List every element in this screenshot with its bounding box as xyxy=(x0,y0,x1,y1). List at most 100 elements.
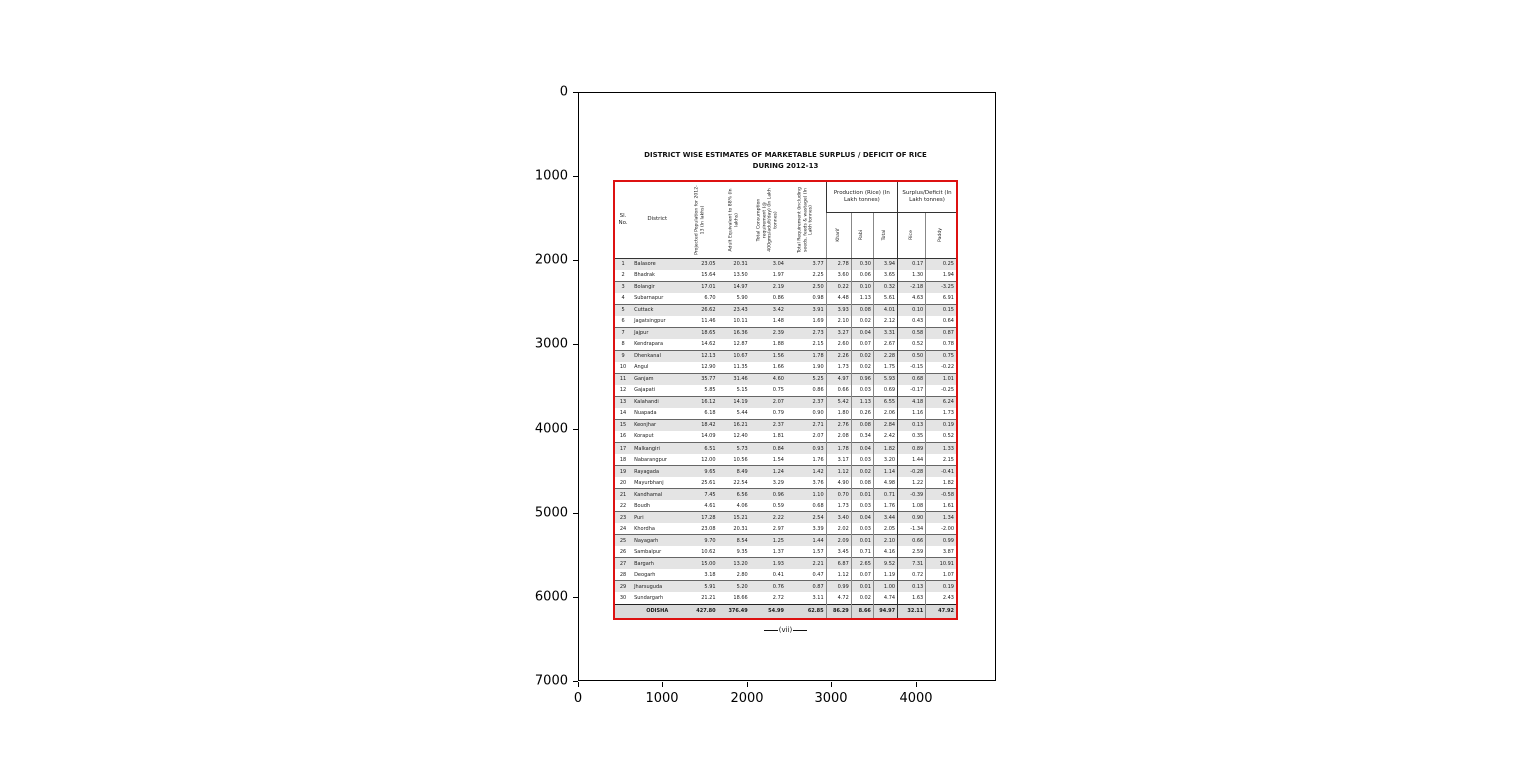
table-row: 18 Nabarangpur 12.00 10.56 1.54 1.76 3.17 0.03 3… xyxy=(615,454,956,466)
table-cell: 0.50 xyxy=(897,349,926,362)
table-cell: 0.07 xyxy=(850,338,874,351)
table-cell: -0.17 xyxy=(897,384,926,397)
table-cell: 4.61 xyxy=(704,502,716,509)
table-cell: 4.01 xyxy=(872,303,898,316)
table-cell: 3.45 xyxy=(825,546,852,558)
table-cell: 1.42 xyxy=(785,465,827,478)
data-table: Sl. No. District Projected Population for … xyxy=(615,182,956,618)
table-cell: 0.89 xyxy=(897,442,926,455)
document-title-line1: DISTRICT WISE ESTIMATES OF MARKETABLE SU… xyxy=(644,151,927,159)
table-cell: 0.35 xyxy=(897,430,926,443)
table-cell: 1.13 xyxy=(850,292,874,305)
y-tick-mark xyxy=(573,92,578,93)
table-cell: 9.70 xyxy=(683,534,718,547)
table-cell: 0.96 xyxy=(749,488,786,501)
table-row: 30 Sundargarh 21.21 18.66 2.72 3.11 4.72 0.02 4.… xyxy=(615,592,956,604)
table-cell: 7.31 xyxy=(897,557,926,570)
table-cell: 0.19 xyxy=(925,580,956,593)
table-cell: 0.17 xyxy=(897,258,926,270)
table-cell: 2.84 xyxy=(872,418,898,431)
table-cell: 10.56 xyxy=(733,456,748,463)
x-tick-mark xyxy=(747,682,748,687)
table-cell: 12.13 xyxy=(683,349,718,362)
total-cell: 8.66 xyxy=(850,603,874,618)
table-cell: 3.60 xyxy=(825,269,852,282)
table-cell: 1.94 xyxy=(925,269,956,282)
total-cell: 62.85 xyxy=(785,603,827,618)
table-row: 23 Puri 17.28 15.21 2.22 2.54 3.40 0.04 3.44 0.90… xyxy=(615,511,956,524)
table-cell: Gajapati xyxy=(634,387,656,394)
table-cell: 0.10 xyxy=(850,280,874,293)
table-cell: 0.02 xyxy=(850,361,874,374)
table-cell: Mayurbhanj xyxy=(634,479,664,486)
table-cell: 0.70 xyxy=(825,488,852,501)
y-tick-label: 6000 xyxy=(534,589,568,605)
table-cell: 3.17 xyxy=(825,454,852,466)
table-cell: 1.12 xyxy=(825,569,852,581)
table-cell: 5.90 xyxy=(736,295,748,302)
table-cell: -0.58 xyxy=(925,488,956,501)
total-cell: 427.80 xyxy=(683,603,718,618)
table-cell: 26.62 xyxy=(683,303,718,316)
table-cell: 3.29 xyxy=(772,479,784,486)
sub-column-header: Paddy xyxy=(925,212,956,259)
table-cell: 2.80 xyxy=(736,571,748,578)
x-tick-mark xyxy=(662,682,663,687)
table-cell: Bhadrak xyxy=(634,272,655,279)
table-cell: 2.28 xyxy=(872,349,898,362)
table-cell: 30 xyxy=(619,594,627,601)
table-cell: 0.07 xyxy=(850,569,874,581)
table-row: 26 Sambalpur 10.62 9.35 1.37 1.57 3.45 0.71 4.16… xyxy=(615,546,956,558)
table-cell: 13.20 xyxy=(717,557,750,570)
table-cell: 2.08 xyxy=(825,430,852,443)
table-row: 29 Jharsuguda 5.91 5.20 0.76 0.87 0.99 0.01 1.00… xyxy=(615,580,956,593)
x-tick-label: 1000 xyxy=(645,691,679,706)
table-row: 9 Dhenkanal 12.13 10.67 1.56 1.78 2.26 0.02 2.28… xyxy=(615,349,956,362)
page-number: (vii) xyxy=(778,626,793,634)
table-cell: 2.26 xyxy=(825,349,852,362)
table-cell: -0.22 xyxy=(925,361,956,374)
table-cell: 0.68 xyxy=(897,372,926,385)
table-cell: 2.09 xyxy=(825,534,852,547)
table-cell: 0.08 xyxy=(850,303,874,316)
table-cell: 5 xyxy=(615,303,632,316)
table-cell: 0.59 xyxy=(772,502,784,509)
table-cell: 0.79 xyxy=(772,410,784,417)
table-cell: 6.55 xyxy=(872,395,898,408)
table-cell: Khordha xyxy=(634,525,655,532)
table-cell: 0.47 xyxy=(812,571,824,578)
table-cell: 3.27 xyxy=(825,326,852,339)
table-cell: Koraput xyxy=(634,433,654,440)
table-cell: 1.16 xyxy=(897,407,926,420)
total-cell: 376.49 xyxy=(717,603,750,618)
x-tick-mark xyxy=(578,682,579,687)
table-cell: Kalahandi xyxy=(631,395,684,408)
table-cell: 25 xyxy=(615,534,632,547)
table-cell: 2.37 xyxy=(749,418,786,431)
table-cell: 2.02 xyxy=(825,523,852,535)
x-tick-label: 3000 xyxy=(814,691,848,706)
table-cell: 1.69 xyxy=(812,318,824,325)
table-row: 2 Bhadrak 15.64 13.50 1.97 2.25 3.60 0.06 3.65 1.… xyxy=(615,269,956,282)
table-cell: 0.01 xyxy=(850,534,874,547)
table-row: 28 Deogarh 3.18 2.80 0.41 0.47 1.12 0.07 1.19 0.7… xyxy=(615,569,956,581)
table-cell: -2.00 xyxy=(925,523,956,535)
table-row: 16 Koraput 14.09 12.40 1.81 2.07 2.08 0.34 2.42 0… xyxy=(615,430,956,443)
y-tick-mark xyxy=(573,681,578,682)
table-cell: 19 xyxy=(615,465,632,478)
x-tick-label: 4000 xyxy=(899,691,933,706)
table-cell: 1.12 xyxy=(825,465,852,478)
table-cell: 8 xyxy=(621,341,625,348)
table-cell: 2.07 xyxy=(749,395,786,408)
table-cell: 0.41 xyxy=(772,571,784,578)
table-cell: 0.08 xyxy=(850,477,874,489)
table-cell: 2.76 xyxy=(825,418,852,431)
table-cell: 0.04 xyxy=(850,442,874,455)
table-cell: 12.00 xyxy=(701,456,716,463)
table-cell: 0.02 xyxy=(850,349,874,362)
table-cell: 2.65 xyxy=(850,557,874,570)
table-cell: 26 xyxy=(619,548,627,555)
table-cell: 0.32 xyxy=(872,280,898,293)
table-cell: 1.80 xyxy=(825,407,852,420)
table-cell: 4.06 xyxy=(736,502,748,509)
